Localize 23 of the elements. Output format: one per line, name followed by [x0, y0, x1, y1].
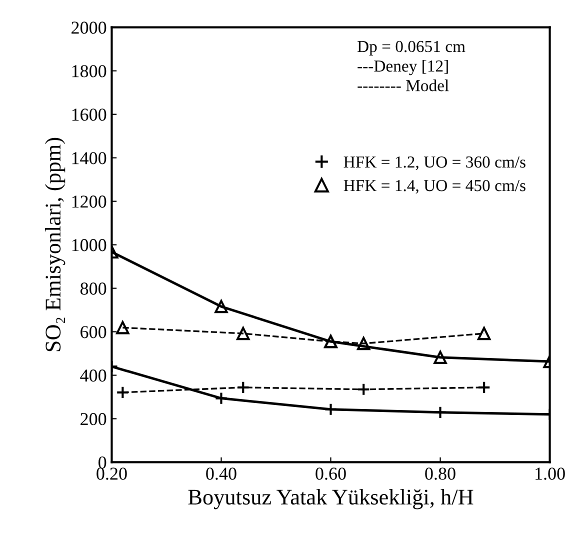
annotation: ---Deney [12] [358, 60, 448, 76]
legend-label: HFK = 1.4, UO = 450 cm/s [344, 180, 526, 194]
x-tick-label: 0.80 [425, 468, 456, 480]
x-tick-label: 0.20 [96, 468, 127, 480]
x-tick-label: 1.00 [536, 468, 565, 480]
y-tick-label: 400 [80, 370, 106, 382]
y-tick-label: 0 [98, 456, 106, 469]
y-tick-label: 1800 [72, 65, 106, 78]
y-tick-label: 1200 [72, 196, 106, 208]
y-tick-label: 200 [80, 412, 106, 426]
annotation: -------- Model [358, 80, 449, 92]
y-tick-label: 1400 [72, 152, 106, 164]
y-tick-label: 600 [80, 326, 106, 338]
annotation: Dp = 0.0651 cm [358, 40, 466, 56]
x-axis-title: Boyutsuz Yatak Yüksekliği, h/H [188, 489, 474, 510]
x-tick-label: 0.40 [206, 468, 236, 480]
x-tick-label: 0.60 [316, 468, 346, 480]
y-axis-title: SO₂ Emisyonlari, (ppm) [44, 138, 66, 352]
legend-label: HFK = 1.2, UO = 360 cm/s [344, 156, 526, 170]
y-tick-label: 800 [80, 282, 106, 295]
y-tick-label: 1600 [72, 108, 106, 121]
y-tick-label: 1000 [72, 239, 106, 252]
y-tick-label: 2000 [72, 22, 106, 34]
